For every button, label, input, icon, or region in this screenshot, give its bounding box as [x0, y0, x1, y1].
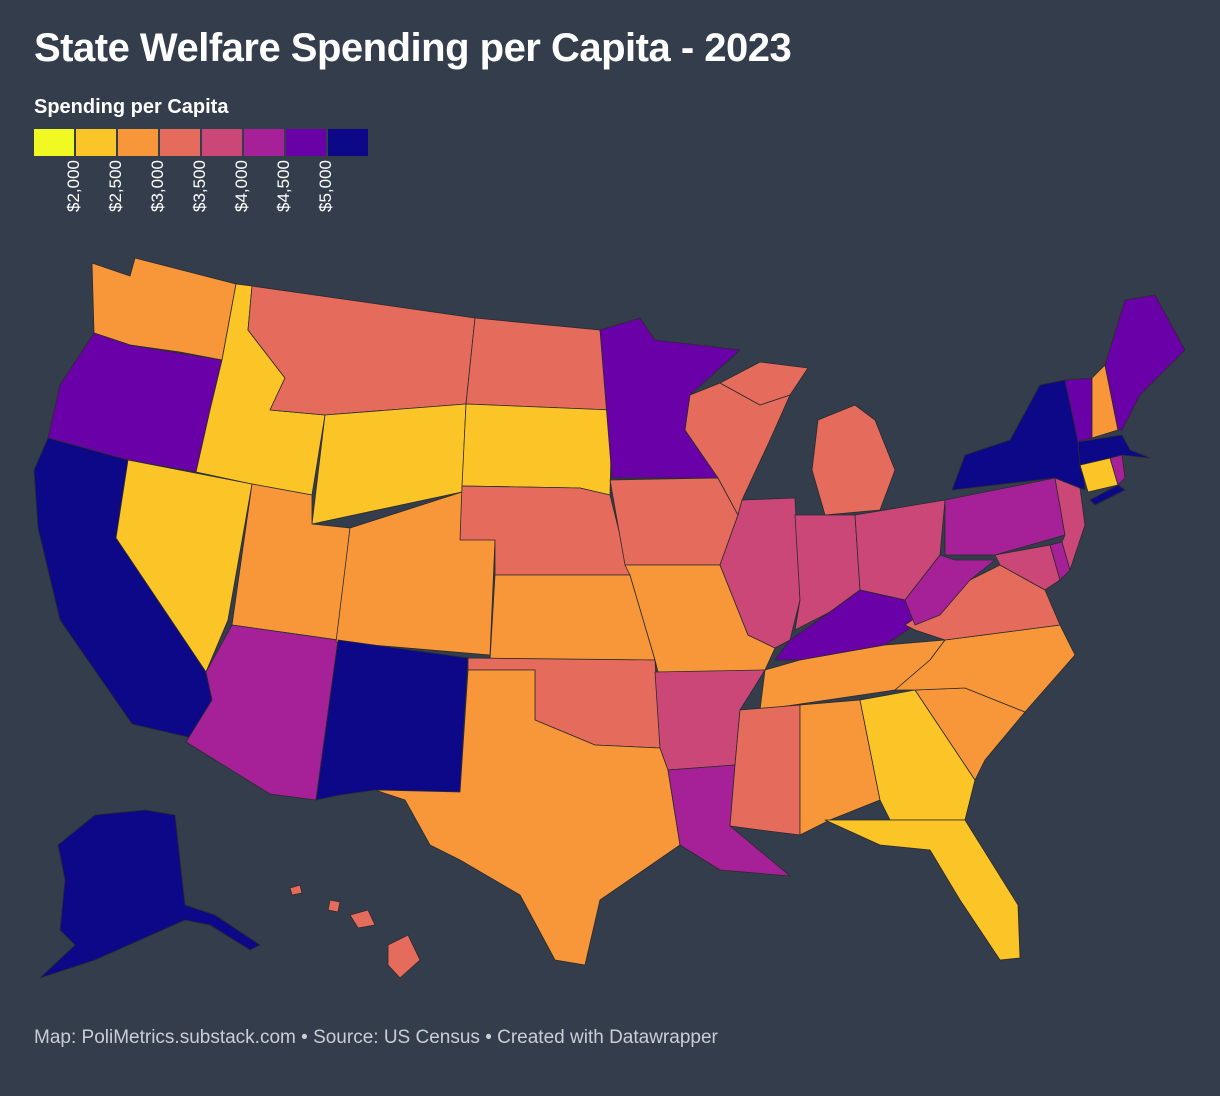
legend-color-bar: [34, 129, 370, 156]
state-colorado[interactable]: [335, 491, 496, 656]
source-footer: Map: PoliMetrics.substack.com • Source: …: [34, 1027, 718, 1048]
state-hawaii[interactable]: [289, 884, 421, 979]
state-alabama[interactable]: [799, 699, 881, 836]
legend-swatch-7: [328, 129, 368, 156]
state-florida[interactable]: [824, 819, 1021, 961]
state-montana[interactable]: [247, 285, 476, 416]
state-mississippi[interactable]: [729, 704, 801, 836]
state-maryland[interactable]: [994, 544, 1061, 591]
state-west-virginia[interactable]: [904, 554, 996, 626]
state-north-dakota[interactable]: [465, 317, 613, 411]
chart-title: State Welfare Spending per Capita - 2023: [34, 26, 792, 70]
state-massachusetts[interactable]: [1077, 434, 1151, 466]
legend-swatch-1: [76, 129, 116, 156]
legend-swatch-3: [160, 129, 200, 156]
state-texas[interactable]: [374, 669, 681, 966]
legend-swatch-5: [244, 129, 284, 156]
state-virginia[interactable]: [904, 564, 1061, 641]
state-south-dakota[interactable]: [461, 403, 613, 496]
legend-swatch-0: [34, 129, 74, 156]
state-pennsylvania[interactable]: [944, 477, 1066, 556]
legend-title: Spending per Capita: [34, 96, 229, 118]
state-maine[interactable]: [1104, 294, 1186, 431]
state-nevada[interactable]: [115, 459, 253, 673]
legend-swatch-6: [286, 129, 326, 156]
state-iowa[interactable]: [609, 477, 739, 566]
state-north-carolina[interactable]: [894, 624, 1076, 713]
state-new-mexico[interactable]: [315, 639, 469, 801]
legend-swatch-4: [202, 129, 242, 156]
state-alaska[interactable]: [39, 809, 261, 979]
legend-swatch-2: [118, 129, 158, 156]
state-michigan[interactable]: [719, 361, 896, 516]
state-kansas[interactable]: [489, 574, 656, 661]
